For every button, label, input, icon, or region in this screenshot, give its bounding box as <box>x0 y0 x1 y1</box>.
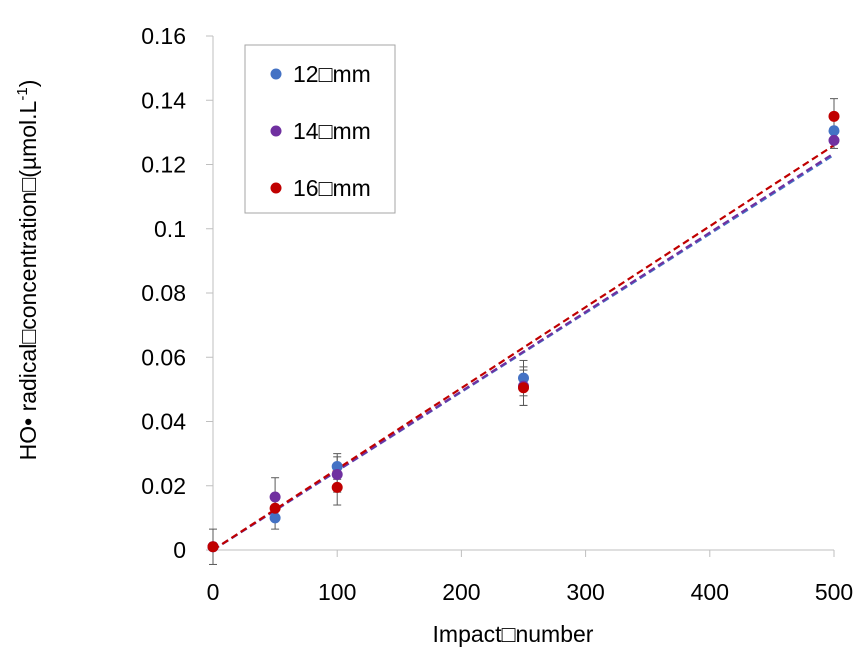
y-tick-label: 0 <box>173 537 186 563</box>
y-tick-label: 0.08 <box>141 280 186 306</box>
data-point-series-0 <box>518 372 529 384</box>
legend-label: 16□mm <box>293 175 371 201</box>
data-point-series-0 <box>331 460 343 472</box>
legend-marker <box>270 125 282 137</box>
x-tick-label: 400 <box>691 579 729 605</box>
legend-marker <box>270 68 282 80</box>
y-axis-title: HO• radical□concentration□(µmol.L-1) <box>14 80 41 461</box>
y-axis-title-superscript: -1 <box>14 87 31 100</box>
y-axis-title-main: HO• radical□concentration□(µmol.L <box>15 100 41 460</box>
trendline-series-1 <box>212 152 835 551</box>
trendline-series-2 <box>212 144 835 551</box>
x-tick-label: 500 <box>815 579 853 605</box>
data-point-series-0 <box>828 125 840 137</box>
data-point-series-2 <box>269 502 281 514</box>
y-tick-label: 0.14 <box>141 87 186 113</box>
data-points <box>207 110 840 553</box>
y-tick-label: 0.06 <box>141 344 186 370</box>
y-tick-label: 0.04 <box>141 409 186 435</box>
legend: 12□mm 14□mm 16□mm <box>244 44 396 214</box>
data-point-series-1 <box>331 469 343 481</box>
y-tick-labels: 0 0.02 0.04 0.06 0.08 0.1 0.12 0.14 0.16 <box>141 23 186 563</box>
data-point-series-1 <box>828 134 840 146</box>
y-tick-label: 0.12 <box>141 152 186 178</box>
data-point-series-0 <box>269 512 281 524</box>
y-axis-title-close: ) <box>15 80 41 88</box>
x-tick-label: 200 <box>442 579 480 605</box>
y-tick-label: 0.02 <box>141 473 186 499</box>
data-point-series-1 <box>269 491 281 503</box>
data-point-series-2 <box>207 541 219 553</box>
x-tick-label: 100 <box>318 579 356 605</box>
legend-label: 14□mm <box>293 118 371 144</box>
x-tick-labels: 0 100 200 300 400 500 <box>207 579 854 605</box>
data-point-series-2 <box>518 382 529 394</box>
legend-box <box>244 44 396 214</box>
trendlines <box>212 144 835 551</box>
x-axis-title: Impact□number <box>433 621 594 647</box>
data-point-series-2 <box>828 110 840 122</box>
y-tick-label: 0.1 <box>154 216 186 242</box>
x-tick-label: 0 <box>207 579 220 605</box>
data-point-series-2 <box>331 481 343 493</box>
x-tick-label: 300 <box>566 579 604 605</box>
y-tick-label: 0.16 <box>141 23 186 49</box>
legend-marker <box>270 182 282 194</box>
legend-label: 12□mm <box>293 61 371 87</box>
